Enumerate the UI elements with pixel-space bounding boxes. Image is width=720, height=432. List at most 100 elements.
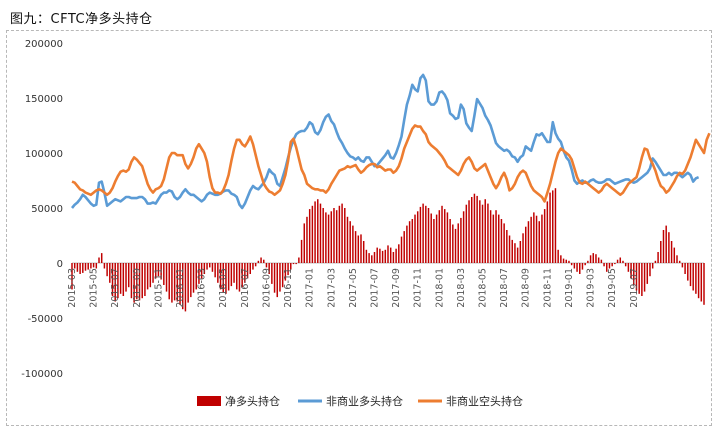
bar-net-long <box>476 195 478 263</box>
x-tick-label: 2017-07 <box>369 268 380 308</box>
bar-net-long <box>87 263 89 270</box>
x-tick-label: 2019-01 <box>564 268 575 308</box>
bar-net-long <box>619 257 622 263</box>
bar-net-long <box>392 252 395 263</box>
bar-net-long <box>276 263 279 298</box>
bar-net-long <box>71 263 73 290</box>
bar-net-long <box>562 258 565 263</box>
bar-net-long <box>325 212 327 263</box>
bar-net-long <box>200 263 203 279</box>
bar-net-long <box>427 208 430 263</box>
bar-net-long <box>546 201 549 263</box>
bar-net-long <box>211 263 214 272</box>
x-tick-label: 2017-03 <box>326 268 337 308</box>
bar-net-long <box>646 263 649 284</box>
bar-net-long <box>557 249 559 263</box>
bar-net-long <box>603 263 605 267</box>
bar-net-long <box>141 263 143 299</box>
bar-net-long <box>649 263 651 277</box>
bar-net-long <box>465 204 468 263</box>
bar-net-long <box>614 263 616 265</box>
x-tick-label: 2019-05 <box>607 268 618 308</box>
x-tick-label: 2018-11 <box>542 268 553 308</box>
bar-net-long <box>249 263 251 274</box>
bar-net-long <box>308 209 311 263</box>
bar-net-long <box>522 233 524 263</box>
bar-net-long <box>190 263 192 298</box>
y-tick-label: 200000 <box>25 39 63 50</box>
bar-net-long <box>295 263 297 265</box>
bar-net-long <box>579 263 581 274</box>
bar-net-long <box>263 259 265 263</box>
bar-net-long <box>281 263 284 288</box>
y-tick-label: 0 <box>57 259 63 270</box>
x-tick-label: 2017-01 <box>305 268 316 308</box>
bar-net-long <box>670 241 673 263</box>
bar-net-long <box>376 247 378 263</box>
bar-net-long <box>554 188 557 263</box>
bar-net-long <box>73 263 76 269</box>
y-tick-label: -100000 <box>21 369 63 380</box>
bar-net-long <box>109 263 111 283</box>
bar-net-long <box>292 263 295 265</box>
bar-net-long <box>279 263 281 292</box>
bar-net-long <box>157 263 160 277</box>
bar-net-long <box>322 208 324 263</box>
bar-net-long <box>244 263 246 283</box>
legend-label: 非商业空头持仓 <box>446 394 523 408</box>
bar-net-long <box>219 263 222 290</box>
x-tick-label: 2016-03 <box>197 268 208 308</box>
bar-net-long <box>384 249 387 263</box>
bar-net-long <box>462 211 465 263</box>
bar-net-long <box>611 263 613 267</box>
bar-net-long <box>703 263 705 305</box>
bar-net-long <box>327 214 330 263</box>
bar-net-long <box>624 263 627 267</box>
bar-net-long <box>492 214 495 263</box>
bar-net-long <box>311 205 314 263</box>
bar-net-long <box>395 248 397 263</box>
y-axis: 200000 150000 100000 50000 0 -50000 -100000 <box>21 39 63 380</box>
bar-net-long <box>368 253 370 263</box>
bar-net-long <box>633 263 635 285</box>
bar-net-long <box>487 203 489 263</box>
bar-net-long <box>398 244 400 263</box>
bar-net-long <box>606 263 608 272</box>
bar-net-long <box>82 263 84 273</box>
bar-net-long <box>352 225 354 263</box>
bar-net-long <box>300 239 303 263</box>
bar-net-long <box>676 255 678 263</box>
bar-net-long <box>236 263 238 290</box>
bar-net-long <box>92 263 95 268</box>
bar-net-long <box>227 263 230 291</box>
bar-net-long <box>592 253 595 263</box>
bar-net-long <box>506 230 508 263</box>
bar-net-long <box>697 263 700 299</box>
bar-net-long <box>119 263 122 294</box>
bar-net-long <box>503 223 505 263</box>
bar-net-long <box>149 263 152 288</box>
legend-swatch <box>197 396 221 406</box>
bar-net-long <box>635 263 638 291</box>
x-tick-label: 2015-05 <box>89 268 100 308</box>
legend-item-net-long: 净多头持仓 <box>197 394 280 408</box>
bar-net-long <box>589 255 592 263</box>
bar-net-long <box>165 263 168 292</box>
bar-net-long <box>106 263 108 277</box>
bar-net-long <box>79 263 81 274</box>
bar-net-long <box>209 263 211 268</box>
bar-net-long <box>319 203 322 263</box>
x-tick-label: 2017-05 <box>348 268 359 308</box>
bar-net-long <box>651 263 654 269</box>
bar-net-long <box>595 254 597 263</box>
bar-net-long <box>411 219 414 263</box>
bar-net-long <box>533 212 535 263</box>
bar-net-long <box>495 210 497 263</box>
bar-net-long <box>422 203 424 263</box>
x-tick-label: 2016-11 <box>283 268 294 308</box>
bar-net-long <box>700 263 703 302</box>
bar-net-long <box>314 201 316 263</box>
x-tick-label: 2016-07 <box>240 268 251 308</box>
bar-net-long <box>84 263 87 271</box>
x-tick-label: 2019-03 <box>586 268 597 308</box>
